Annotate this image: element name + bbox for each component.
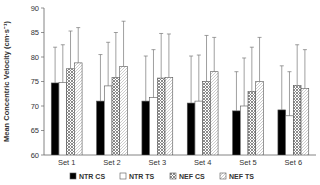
bar — [150, 98, 158, 155]
bar — [157, 78, 165, 155]
bar — [203, 82, 211, 156]
y-tick-label: 65 — [31, 126, 39, 135]
y-tick — [41, 57, 44, 58]
x-tick-label: Set 2 — [103, 158, 121, 167]
error-bar — [234, 72, 238, 111]
error-bar — [159, 33, 163, 78]
bar — [210, 72, 218, 155]
bar — [195, 101, 203, 155]
error-bar — [114, 33, 118, 78]
error-bar — [258, 37, 262, 81]
error-bar — [189, 56, 193, 103]
error-bar — [287, 72, 291, 116]
y-axis — [44, 8, 45, 155]
legend-swatch — [120, 173, 126, 179]
legend-label: NTR TS — [129, 173, 155, 180]
error-bar — [295, 45, 299, 86]
error-bar — [205, 35, 209, 81]
y-tick — [41, 32, 44, 33]
x-tick-label: Set 6 — [285, 158, 303, 167]
error-bar — [69, 31, 73, 69]
bar — [187, 103, 195, 155]
error-bar — [167, 34, 171, 78]
error-bar — [76, 28, 80, 63]
y-tick-label: 80 — [31, 53, 39, 62]
x-tick-label: Set 5 — [239, 158, 257, 167]
legend-swatch — [220, 173, 226, 179]
error-bar — [212, 37, 216, 71]
y-tick — [41, 130, 44, 131]
error-bar — [242, 58, 246, 106]
bar — [286, 116, 294, 155]
error-bar — [61, 45, 65, 83]
bar — [142, 101, 150, 155]
error-bar — [280, 66, 284, 110]
bar — [233, 111, 241, 155]
y-tick-label: 85 — [31, 28, 39, 37]
error-bar — [98, 55, 102, 102]
bar — [248, 91, 256, 155]
y-axis-label: Mean Concentric Velocity (cm·s⁻¹) — [2, 21, 11, 142]
legend: NTR CS NTR TS NEF CS NEF TS — [70, 173, 254, 180]
bar — [104, 86, 112, 155]
error-bar — [303, 50, 307, 89]
x-axis — [44, 155, 316, 156]
error-bar — [122, 21, 126, 66]
legend-label: NEF CS — [179, 173, 205, 180]
x-tick-label: Set 3 — [149, 158, 167, 167]
bar — [74, 63, 82, 155]
bar — [293, 85, 301, 155]
legend-label: NEF TS — [229, 173, 254, 180]
y-tick — [41, 155, 44, 156]
y-tick — [41, 81, 44, 82]
legend-label: NTR CS — [79, 173, 105, 180]
bar — [67, 69, 75, 155]
bar — [240, 106, 248, 155]
x-tick-label: Set 1 — [58, 158, 76, 167]
bar — [97, 101, 105, 155]
bar — [278, 110, 286, 155]
error-bar — [197, 55, 201, 101]
error-bar — [250, 47, 254, 91]
y-tick-label: 60 — [31, 151, 39, 160]
y-tick — [41, 8, 44, 9]
bar — [59, 82, 67, 155]
legend-swatch — [70, 173, 76, 179]
bar — [301, 88, 309, 155]
bar — [51, 83, 59, 155]
bar — [112, 78, 120, 155]
bar — [120, 66, 128, 155]
chart: Mean Concentric Velocity (cm·s⁻¹) 60 65 70 7… — [0, 0, 320, 185]
error-bar — [151, 50, 155, 98]
bar — [165, 78, 173, 155]
y-tick-label: 90 — [31, 4, 39, 13]
bar — [256, 82, 264, 156]
x-tick-label: Set 4 — [194, 158, 212, 167]
legend-swatch — [170, 173, 176, 179]
y-tick-label: 75 — [31, 77, 39, 86]
y-tick — [41, 106, 44, 107]
y-tick-label: 70 — [31, 102, 39, 111]
bars — [51, 21, 308, 155]
error-bar — [106, 42, 110, 86]
error-bar — [53, 47, 57, 83]
error-bar — [144, 56, 148, 101]
